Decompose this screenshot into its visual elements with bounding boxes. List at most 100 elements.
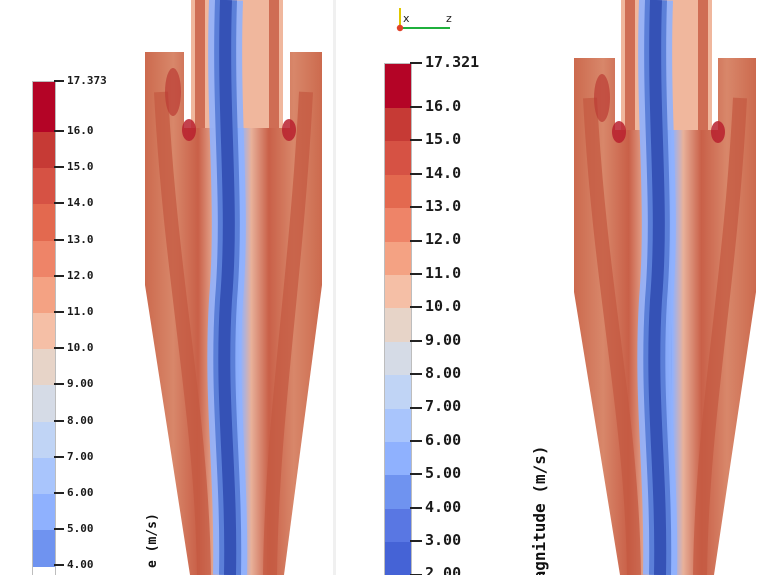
colorbar-tick xyxy=(54,130,64,132)
outer-vortex-band-right xyxy=(693,97,747,575)
left-contour-panel: 17.373 16.0 15.0 14.0 13.0 12.0 11.0 10.0 9.00 8.… xyxy=(0,0,333,575)
colorbar-band xyxy=(33,530,55,568)
colorbar-tick-label: 6.00 xyxy=(425,430,462,449)
colorbar-tick xyxy=(410,406,422,409)
colorbar-tick xyxy=(410,306,422,309)
colorbar-tick xyxy=(410,239,422,242)
colorbar-band xyxy=(33,132,55,170)
left-colorbar xyxy=(32,81,56,575)
colorbar-tick-label: 15.0 xyxy=(67,160,94,174)
colorbar-band xyxy=(385,542,411,575)
colorbar-band xyxy=(385,174,411,210)
left-color-legend: 17.373 16.0 15.0 14.0 13.0 12.0 11.0 10.0 9.00 8.… xyxy=(0,0,160,575)
right-color-legend: 17.321 16.0 15.0 14.0 13.0 12.0 11.0 10.0 9.00 8.… xyxy=(336,0,566,575)
colorbar-tick xyxy=(410,573,422,575)
colorbar-band xyxy=(385,108,411,143)
colorbar-band xyxy=(33,204,55,242)
colorbar-tick-label: 9.00 xyxy=(67,377,94,391)
colorbar-tick-label: 5.00 xyxy=(67,522,94,536)
colorbar-tick xyxy=(54,492,64,494)
colorbar-tick-label: 7.00 xyxy=(425,397,462,416)
colorbar-tick xyxy=(410,506,422,509)
colorbar-band xyxy=(385,208,411,243)
colorbar-tick xyxy=(410,473,422,476)
colorbar-tick-label: 8.00 xyxy=(67,413,94,427)
colorbar-tick-label: 4.00 xyxy=(425,497,462,516)
colorbar-band xyxy=(33,82,55,133)
pipe-wall-left xyxy=(625,0,635,130)
colorbar-tick-label: 16.0 xyxy=(67,123,94,137)
colorbar-tick-label: 2.00 xyxy=(425,564,462,575)
inlet-hotspot xyxy=(594,74,610,122)
colorbar-tick xyxy=(410,540,422,543)
hotspot-left xyxy=(612,121,626,143)
colorbar-tick-label: 10.0 xyxy=(67,341,94,355)
colorbar-tick xyxy=(54,202,64,205)
annulus-gap-right xyxy=(712,58,718,130)
outer-vortex-band-left xyxy=(583,97,641,575)
colorbar-tick xyxy=(54,528,64,531)
colorbar-tick-label: 16.0 xyxy=(425,96,462,115)
colorbar-band xyxy=(385,275,411,310)
colorbar-band xyxy=(385,141,411,176)
annulus-gap-right xyxy=(283,52,290,128)
colorbar-band xyxy=(33,385,55,423)
colorbar-band xyxy=(33,168,55,206)
pipe-wall-left xyxy=(195,0,205,128)
colorbar-tick-label: 15.0 xyxy=(425,130,462,149)
colorbar-band xyxy=(33,457,55,495)
colorbar-band xyxy=(385,308,411,343)
hotspot-right xyxy=(282,119,296,141)
colorbar-tick xyxy=(54,564,64,567)
panel-divider xyxy=(333,0,336,575)
colorbar-tick-label: 4.00 xyxy=(67,558,94,572)
left-legend-title: e (m/s) xyxy=(145,513,160,568)
colorbar-band xyxy=(385,375,411,410)
colorbar-tick xyxy=(54,311,64,313)
colorbar-tick xyxy=(410,273,422,275)
colorbar-tick xyxy=(410,106,422,108)
colorbar-tick-label: 5.00 xyxy=(425,464,462,483)
colorbar-tick xyxy=(54,80,64,82)
colorbar-band xyxy=(33,421,55,459)
colorbar-band xyxy=(33,276,55,314)
colorbar-tick xyxy=(54,455,64,458)
colorbar-band xyxy=(385,408,411,443)
right-cyclone-velocity-contour xyxy=(574,0,756,575)
colorbar-band xyxy=(385,341,411,377)
outer-vortex-band-right xyxy=(263,91,313,575)
colorbar-tick xyxy=(410,440,422,442)
colorbar-band xyxy=(385,475,411,510)
right-colorbar xyxy=(384,63,412,575)
colorbar-tick-label: 14.0 xyxy=(67,196,94,210)
colorbar-band xyxy=(385,508,411,544)
colorbar-tick xyxy=(410,139,422,142)
colorbar-tick-label: 8.00 xyxy=(425,363,462,382)
inlet-hotspot xyxy=(165,68,181,116)
right-legend-title: Magnitude (m/s) xyxy=(530,445,549,575)
colorbar-band xyxy=(33,313,55,351)
colorbar-tick xyxy=(54,274,64,277)
colorbar-tick xyxy=(54,383,64,386)
axis-x-label: x xyxy=(403,12,410,25)
colorbar-tick-label: 13.0 xyxy=(67,232,94,246)
colorbar-tick xyxy=(54,419,64,422)
colorbar-tick xyxy=(410,62,422,64)
colorbar-band xyxy=(33,349,55,387)
colorbar-tick-label: 17.373 xyxy=(67,73,107,87)
pipe-wall-right xyxy=(698,0,708,130)
colorbar-tick-label: 6.00 xyxy=(67,485,94,499)
pipe-wall-right xyxy=(269,0,279,128)
colorbar-tick xyxy=(410,373,422,376)
orientation-axes: x z xyxy=(394,8,464,34)
colorbar-band xyxy=(33,494,55,532)
colorbar-tick-label: 3.00 xyxy=(425,530,462,549)
colorbar-band xyxy=(33,240,55,278)
annulus-gap-left xyxy=(615,58,621,130)
axis-z-label: z xyxy=(446,12,452,25)
hotspot-left xyxy=(182,119,196,141)
left-cyclone-velocity-contour xyxy=(145,0,322,575)
vortex-core xyxy=(218,0,237,575)
right-contour-panel: x z 17.321 16.0 15.0 14.0 13.0 12.0 11.0 10.0 9.… xyxy=(336,0,777,575)
colorbar-tick xyxy=(410,206,422,209)
